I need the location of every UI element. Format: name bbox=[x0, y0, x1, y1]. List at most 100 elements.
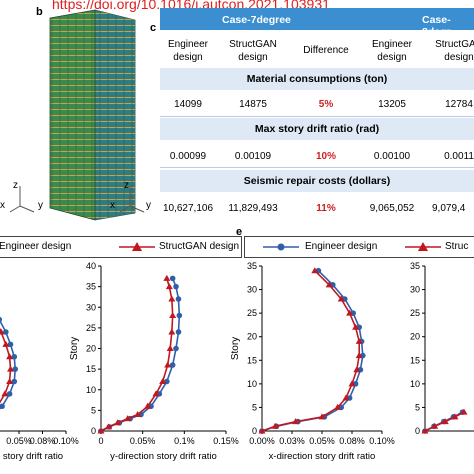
data-point-structgan bbox=[166, 345, 174, 351]
data-point-engineer bbox=[169, 362, 176, 368]
data-point-structgan bbox=[258, 427, 266, 434]
y-tick-label: 35 bbox=[410, 261, 420, 271]
data-point-structgan bbox=[318, 413, 326, 420]
panel-b-label: b bbox=[36, 6, 43, 18]
y-axis-label: Story bbox=[69, 337, 80, 360]
x-tick-label: 0.00% bbox=[249, 436, 275, 446]
y-tick-label: 15 bbox=[410, 355, 420, 365]
x-axis-label: x-direction story drift ratio bbox=[269, 451, 376, 462]
data-point-structgan bbox=[352, 323, 360, 330]
data-point-structgan bbox=[169, 312, 177, 318]
data-point-structgan bbox=[292, 418, 300, 425]
axis-label-z: z bbox=[13, 180, 18, 191]
data-point-structgan bbox=[0, 328, 5, 335]
y-tick-label: 10 bbox=[247, 379, 257, 389]
cell-material-engineer-7: 14099 bbox=[174, 99, 202, 110]
x-tick-label: 0.05% bbox=[130, 436, 156, 446]
col-header-engineer-8: Engineer design bbox=[371, 39, 413, 63]
data-point-structgan bbox=[353, 366, 361, 373]
legend-left: Engineer design StructGAN design bbox=[0, 236, 242, 258]
data-point-engineer bbox=[175, 296, 182, 302]
data-point-structgan bbox=[431, 422, 439, 429]
legend-structgan-label: StructGAN design bbox=[159, 241, 240, 252]
y-tick-label: 0 bbox=[91, 426, 96, 436]
data-point-structgan bbox=[311, 267, 319, 274]
legend-structgan-swatch bbox=[119, 242, 155, 251]
axis-triad-right bbox=[119, 186, 145, 213]
data-point-engineer bbox=[175, 329, 182, 335]
chart-2: 0 5 10 15 20 25 30 35 0.00% 0.03% 0.05% 0.08% 0.10% x… bbox=[230, 261, 395, 462]
data-point-structgan bbox=[144, 402, 152, 409]
data-point-structgan bbox=[97, 427, 105, 434]
data-point-structgan bbox=[325, 281, 333, 288]
x-tick-label: 0.05% bbox=[6, 436, 32, 446]
y-tick-label: 30 bbox=[86, 302, 96, 312]
data-point-structgan bbox=[152, 390, 160, 397]
axis-triad-left bbox=[9, 186, 35, 213]
data-point-structgan bbox=[6, 353, 14, 360]
cell-drift-structgan-7: 0.00109 bbox=[234, 151, 272, 162]
data-point-structgan bbox=[334, 403, 342, 410]
x-tick-label: 0 bbox=[98, 436, 103, 446]
drift-charts: 0.05%0.08%0.10%story drift ratio05101520… bbox=[0, 261, 474, 462]
cell-drift-difference: 10% bbox=[315, 151, 336, 162]
data-point-engineer bbox=[7, 341, 14, 348]
y-tick-label: 30 bbox=[410, 285, 420, 295]
data-point-engineer bbox=[11, 378, 18, 385]
data-point-structgan bbox=[7, 365, 15, 372]
x-tick-label: 0.10% bbox=[369, 436, 395, 446]
cell-repair-structgan-8: 9,079,4 bbox=[432, 203, 466, 214]
data-point-engineer bbox=[176, 312, 183, 319]
table-divider bbox=[160, 167, 474, 168]
section-repair: Seismic repair costs (dollars) bbox=[160, 170, 474, 192]
axis-label-x-2: x bbox=[110, 200, 115, 211]
cell-repair-difference: 11% bbox=[316, 203, 336, 214]
data-point-structgan bbox=[164, 361, 172, 368]
axis-label-z-2: z bbox=[124, 180, 129, 191]
x-tick-label: 0.08% bbox=[30, 436, 56, 446]
legend-engineer-label-2: Engineer design bbox=[305, 241, 378, 252]
series-line-0 bbox=[261, 270, 364, 432]
y-tick-label: 35 bbox=[86, 282, 96, 292]
col-header-structgan-8: StructGAN design bbox=[435, 39, 474, 63]
data-point-structgan bbox=[2, 340, 10, 347]
data-point-structgan bbox=[460, 408, 468, 415]
axis-label-x: x bbox=[0, 200, 5, 211]
table-group-header: Case-7degree Case-8degr bbox=[160, 8, 474, 38]
legend-engineer-swatch bbox=[263, 243, 299, 251]
data-point-structgan bbox=[134, 411, 142, 417]
axis-label-y-2: y bbox=[146, 200, 151, 211]
data-point-structgan bbox=[159, 378, 167, 384]
group-header-case8: Case-8degr bbox=[422, 14, 451, 38]
data-point-structgan bbox=[165, 283, 173, 290]
col-header-structgan-7: StructGAN design bbox=[229, 39, 277, 63]
y-tick-label: 35 bbox=[247, 261, 257, 271]
x-axis-label: story drift ratio bbox=[3, 451, 63, 462]
table-divider bbox=[160, 116, 474, 117]
axis-label-y: y bbox=[38, 200, 43, 211]
data-point-structgan bbox=[163, 274, 171, 281]
data-point-structgan bbox=[441, 418, 449, 425]
chart-0: 0.05%0.08%0.10% story drift ratio bbox=[0, 316, 79, 462]
y-tick-label: 25 bbox=[247, 308, 257, 318]
data-point-engineer bbox=[11, 353, 18, 360]
y-tick-label: 25 bbox=[86, 323, 96, 333]
y-tick-label: 10 bbox=[86, 385, 96, 395]
y-tick-label: 20 bbox=[410, 332, 420, 342]
y-tick-label: 25 bbox=[410, 308, 420, 318]
section-material: Material consumptions (ton) bbox=[160, 68, 474, 90]
panel-c-label: c bbox=[150, 22, 157, 34]
data-point-structgan bbox=[1, 390, 9, 397]
y-axis-label: Story bbox=[230, 337, 241, 360]
data-point-structgan bbox=[421, 427, 429, 434]
chart-3: 0 5 10 15 20 25 30 35 bbox=[410, 261, 474, 436]
cell-drift-engineer-8: 0.00100 bbox=[373, 151, 411, 162]
data-point-engineer bbox=[0, 316, 3, 323]
legend-right: Engineer design Struc bbox=[244, 236, 474, 258]
data-point-engineer bbox=[173, 345, 179, 352]
x-tick-label: 0.08% bbox=[339, 436, 365, 446]
data-point-structgan bbox=[355, 337, 363, 344]
y-tick-label: 5 bbox=[415, 402, 420, 412]
data-point-structgan bbox=[105, 423, 112, 430]
section-drift: Max story drift ratio (rad) bbox=[160, 118, 474, 140]
